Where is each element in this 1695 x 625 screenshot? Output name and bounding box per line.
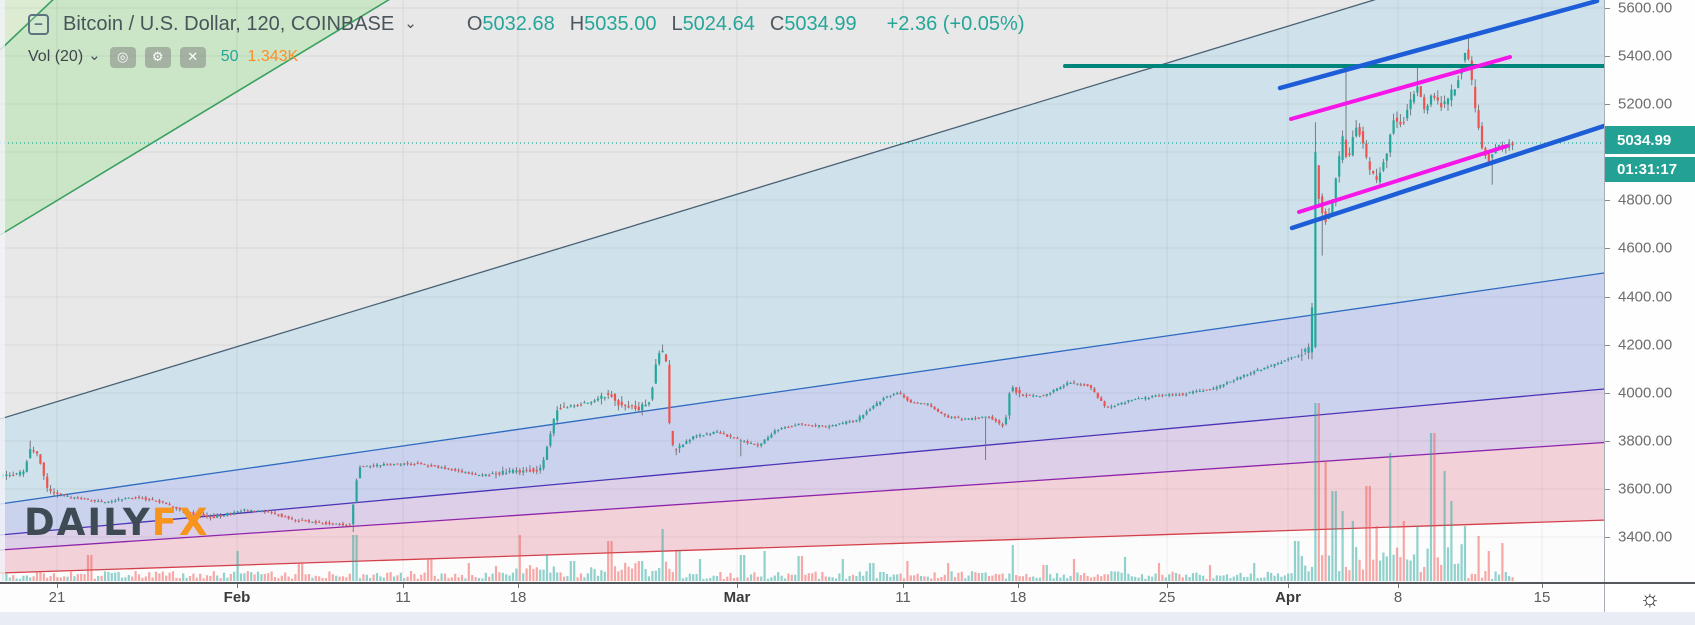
time-axis-label: Apr bbox=[1275, 589, 1301, 606]
fan-slate bbox=[0, 0, 1377, 420]
channel-blue-lower[interactable] bbox=[1289, 123, 1604, 231]
high-value: 5035.00 bbox=[584, 13, 657, 35]
time-tick bbox=[403, 584, 404, 588]
price-axis[interactable]: 5034.99 01:31:17 5600.00 5400.00 5200.00 48… bbox=[1604, 0, 1695, 612]
price-tick bbox=[1604, 56, 1610, 57]
time-axis-label: 11 bbox=[895, 589, 911, 606]
volume-value: 50 bbox=[220, 48, 239, 65]
price-axis-label: 3800.00 bbox=[1618, 432, 1673, 450]
candles bbox=[1, 35, 1514, 532]
price-axis-label: 3600.00 bbox=[1618, 480, 1673, 498]
gear-icon[interactable]: ⚙ bbox=[144, 46, 171, 68]
axis-divider bbox=[1604, 0, 1605, 612]
price-axis-label: 4200.00 bbox=[1618, 336, 1673, 354]
countdown-badge: 01:31:17 bbox=[1604, 157, 1695, 182]
fan-blue bbox=[0, 272, 1604, 505]
close-icon[interactable]: ✕ bbox=[179, 46, 206, 68]
chart-left-edge bbox=[0, 0, 5, 582]
price-axis-label: 5200.00 bbox=[1618, 95, 1673, 113]
time-tick bbox=[1542, 584, 1543, 588]
ohlc-values: O5032.68 H5035.00 L5024.64 C5034.99 bbox=[467, 13, 857, 36]
channel-magenta-upper[interactable] bbox=[1289, 55, 1512, 121]
volume-ma-value: 1.343K bbox=[247, 48, 299, 65]
time-tick bbox=[518, 584, 519, 588]
time-axis-label: 21 bbox=[48, 589, 66, 606]
price-axis-label: 5600.00 bbox=[1618, 0, 1673, 17]
time-tick bbox=[737, 584, 738, 588]
volume-bars bbox=[1, 403, 1514, 581]
time-axis-border bbox=[0, 582, 1695, 584]
last-price-badge: 5034.99 bbox=[1604, 126, 1695, 154]
time-tick bbox=[237, 584, 238, 588]
channel-blue-upper[interactable] bbox=[1277, 0, 1600, 91]
widget-bottom-margin bbox=[0, 612, 1695, 625]
price-tick bbox=[1604, 297, 1610, 298]
time-axis-label: Mar bbox=[723, 589, 751, 606]
price-tick bbox=[1604, 393, 1610, 394]
chevron-down-icon[interactable]: ⌄ bbox=[88, 47, 101, 64]
time-axis-label: 15 bbox=[1533, 589, 1551, 606]
price-axis-label: 4000.00 bbox=[1618, 384, 1673, 402]
fan-violet bbox=[0, 441, 1604, 551]
time-axis-label: 18 bbox=[1009, 589, 1027, 606]
fan-band bbox=[0, 0, 1604, 235]
watermark-fx: FX bbox=[151, 501, 210, 544]
price-axis-label: 3400.00 bbox=[1618, 528, 1673, 546]
change-value: +2.36 (+0.05%) bbox=[886, 13, 1025, 35]
chart-legend: − Bitcoin / U.S. Dollar, 120, COINBASE ⌄… bbox=[28, 13, 1024, 69]
close-value: 5034.99 bbox=[784, 13, 857, 35]
fan-green-lower bbox=[0, 0, 390, 236]
open-value: 5032.68 bbox=[482, 13, 555, 35]
time-tick bbox=[57, 584, 58, 588]
price-tick bbox=[1604, 345, 1610, 346]
price-tick bbox=[1604, 248, 1610, 249]
theme-sun-icon[interactable]: ☼ bbox=[1639, 584, 1661, 611]
chevron-down-icon[interactable]: ⌄ bbox=[404, 14, 417, 32]
time-axis-label: Feb bbox=[223, 589, 251, 606]
price-axis-label: 4400.00 bbox=[1618, 288, 1673, 306]
time-tick bbox=[1288, 584, 1289, 588]
time-axis-label: 11 bbox=[395, 589, 411, 606]
fan-band bbox=[0, 0, 1604, 419]
open-label: O bbox=[466, 13, 483, 35]
price-tick bbox=[1604, 8, 1610, 9]
price-axis-label: 4600.00 bbox=[1618, 239, 1673, 257]
price-tick bbox=[1604, 537, 1610, 538]
time-tick bbox=[1398, 584, 1399, 588]
price-tick bbox=[1604, 441, 1610, 442]
time-axis-label: 18 bbox=[509, 589, 527, 606]
volume-indicator-label[interactable]: Vol (20) bbox=[28, 48, 84, 65]
high-label: H bbox=[569, 13, 585, 35]
price-tick bbox=[1604, 489, 1610, 490]
price-tick bbox=[1604, 200, 1610, 201]
price-axis-label: 4800.00 bbox=[1618, 191, 1673, 209]
price-tick bbox=[1604, 104, 1610, 105]
symbol-title[interactable]: Bitcoin / U.S. Dollar, 120, COINBASE bbox=[63, 13, 395, 35]
time-tick bbox=[1167, 584, 1168, 588]
price-axis-label: 5400.00 bbox=[1618, 47, 1673, 65]
low-label: L bbox=[671, 13, 683, 35]
time-axis-label: 25 bbox=[1158, 589, 1176, 606]
collapse-pane-icon[interactable]: − bbox=[28, 14, 49, 35]
axis-settings-cell: ☼ bbox=[1605, 584, 1695, 612]
channel-magenta-lower[interactable] bbox=[1297, 144, 1509, 214]
price-chart-canvas[interactable] bbox=[0, 0, 1604, 582]
time-axis[interactable]: 21 Feb 11 18 Mar 11 18 25 Apr 8 15 bbox=[0, 584, 1604, 612]
time-tick bbox=[1018, 584, 1019, 588]
watermark-daily: DAILY bbox=[24, 501, 152, 544]
dailyfx-watermark: DAILYFX bbox=[24, 501, 210, 544]
low-value: 5024.64 bbox=[682, 13, 755, 35]
close-label: C bbox=[769, 13, 785, 35]
time-tick bbox=[903, 584, 904, 588]
time-axis-label: 8 bbox=[1393, 589, 1403, 606]
visibility-icon[interactable]: ◎ bbox=[109, 46, 136, 68]
